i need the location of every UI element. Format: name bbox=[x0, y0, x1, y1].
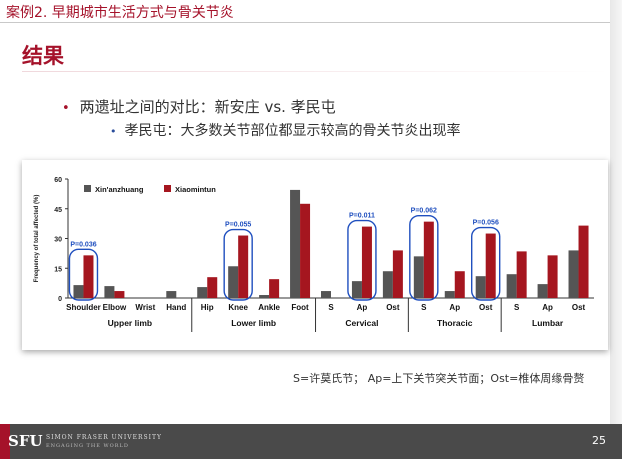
x-tick-label: Hip bbox=[201, 303, 214, 312]
page-number: 25 bbox=[592, 434, 606, 447]
bar-xinanzhuang-13 bbox=[475, 276, 486, 298]
bar-xinanzhuang-10 bbox=[382, 271, 393, 298]
legend-label: Xiaomintun bbox=[175, 185, 216, 194]
x-tick-label: S bbox=[328, 303, 334, 312]
p-value-label: P=0.055 bbox=[225, 222, 251, 229]
bar-xiaomintun-6 bbox=[269, 279, 280, 298]
bar-xiaomintun-15 bbox=[547, 255, 558, 298]
bullet-level1: • 两遗址之间的对比：新安庄 vs. 孝民屯 bbox=[62, 96, 336, 117]
bullet-level2-text: 孝民屯：大多数关节部位都显示较高的骨关节炎出现率 bbox=[124, 123, 461, 139]
bar-xiaomintun-1 bbox=[114, 291, 125, 298]
bullet-level1-text: 两遗址之间的对比：新安庄 vs. 孝民屯 bbox=[79, 98, 336, 116]
footer-bar: SFU SIMON FRASER UNIVERSITY ENGAGING THE… bbox=[0, 424, 622, 459]
bar-xinanzhuang-12 bbox=[444, 291, 455, 298]
group-label: Lower limb bbox=[231, 318, 276, 328]
bar-xiaomintun-12 bbox=[454, 271, 465, 298]
bar-xinanzhuang-3 bbox=[166, 291, 177, 298]
y-tick-label: 45 bbox=[54, 207, 62, 214]
bar-xinanzhuang-4 bbox=[197, 287, 208, 298]
p-value-label: P=0.011 bbox=[349, 213, 375, 220]
x-tick-label: Ost bbox=[479, 303, 493, 312]
x-tick-label: Ankle bbox=[258, 303, 280, 312]
bar-xiaomintun-13 bbox=[485, 233, 496, 298]
significance-highlight bbox=[347, 219, 377, 301]
group-label: Cervical bbox=[345, 318, 378, 328]
logo-text: SFU bbox=[8, 432, 43, 450]
bar-xiaomintun-7 bbox=[300, 203, 311, 298]
bar-xinanzhuang-8 bbox=[321, 291, 331, 298]
logo-red-stripe bbox=[0, 424, 10, 459]
group-label: Lumbar bbox=[532, 318, 564, 328]
significance-highlight bbox=[471, 226, 501, 301]
p-value-label: P=0.062 bbox=[411, 208, 437, 215]
bar-xiaomintun-14 bbox=[516, 251, 527, 298]
bar-xiaomintun-5 bbox=[238, 235, 249, 298]
university-name: SIMON FRASER UNIVERSITY bbox=[46, 434, 162, 441]
significance-highlight bbox=[409, 214, 439, 301]
bar-xiaomintun-10 bbox=[392, 250, 403, 298]
x-tick-label: Knee bbox=[228, 303, 248, 312]
legend-swatch bbox=[164, 185, 171, 192]
y-tick-label: 15 bbox=[54, 266, 62, 273]
title-underline bbox=[22, 71, 610, 72]
header-divider bbox=[0, 22, 610, 23]
bar-xinanzhuang-16 bbox=[568, 250, 579, 298]
header-band: 案例2. 早期城市生活方式与骨关节炎 bbox=[0, 0, 622, 22]
y-axis-label: Frequency of total affected (%) bbox=[34, 195, 40, 283]
x-tick-label: Shoulder bbox=[66, 303, 101, 312]
bar-xinanzhuang-11 bbox=[413, 256, 424, 298]
x-tick-label: S bbox=[421, 303, 427, 312]
p-value-label: P=0.056 bbox=[473, 220, 499, 227]
bullet-marker: • bbox=[62, 101, 70, 116]
bar-xinanzhuang-6 bbox=[259, 295, 270, 298]
x-tick-label: Elbow bbox=[103, 303, 127, 312]
x-tick-label: Ap bbox=[542, 303, 553, 312]
bar-xiaomintun-11 bbox=[423, 221, 434, 298]
x-tick-label: Foot bbox=[291, 303, 309, 312]
bar-xinanzhuang-15 bbox=[537, 284, 548, 298]
x-tick-label: Hand bbox=[166, 303, 186, 312]
group-label: Upper limb bbox=[108, 318, 152, 328]
bar-xiaomintun-0 bbox=[83, 255, 94, 298]
chart-panel: 0 15 30 45 60 Frequency of total affected (%)… bbox=[22, 160, 608, 350]
x-tick-label: Ap bbox=[449, 303, 460, 312]
y-tick-label: 30 bbox=[54, 237, 62, 244]
x-tick-label: Ost bbox=[572, 303, 586, 312]
y-tick-label: 60 bbox=[54, 177, 62, 184]
x-tick-label: Ost bbox=[386, 303, 400, 312]
p-value-label: P=0.036 bbox=[70, 241, 96, 248]
x-tick-label: Wrist bbox=[135, 303, 155, 312]
bar-chart: 0 15 30 45 60 Frequency of total affected (%)… bbox=[34, 177, 594, 332]
bar-xinanzhuang-1 bbox=[104, 286, 115, 298]
right-edge-bar bbox=[610, 0, 622, 459]
bar-xinanzhuang-7 bbox=[290, 189, 301, 298]
significance-highlight bbox=[68, 248, 99, 301]
bar-xinanzhuang-9 bbox=[351, 281, 362, 298]
slide-title: 结果 bbox=[22, 44, 64, 68]
significance-highlight bbox=[223, 228, 253, 301]
header-title: 案例2. 早期城市生活方式与骨关节炎 bbox=[6, 5, 234, 21]
bar-xiaomintun-16 bbox=[578, 225, 589, 298]
legend-label: Xin'anzhuang bbox=[95, 185, 144, 194]
bar-xinanzhuang-0 bbox=[73, 285, 84, 298]
bar-xinanzhuang-14 bbox=[506, 274, 517, 298]
group-label: Thoracic bbox=[437, 318, 473, 328]
bar-xinanzhuang-5 bbox=[228, 266, 239, 298]
university-tagline: ENGAGING THE WORLD bbox=[46, 443, 129, 449]
bar-xiaomintun-4 bbox=[207, 277, 218, 298]
legend-swatch bbox=[84, 185, 91, 192]
abbreviation-footnote: S=许莫氏节； Ap=上下关节突关节面；Ost=椎体周缘骨赘 bbox=[293, 372, 585, 385]
bullet-level2: • 孝民屯：大多数关节部位都显示较高的骨关节炎出现率 bbox=[110, 120, 461, 140]
x-tick-label: Ap bbox=[357, 303, 368, 312]
bar-xiaomintun-9 bbox=[361, 226, 372, 298]
y-tick-label: 0 bbox=[58, 296, 62, 303]
x-tick-label: S bbox=[514, 303, 520, 312]
bullet-marker: • bbox=[110, 125, 117, 138]
